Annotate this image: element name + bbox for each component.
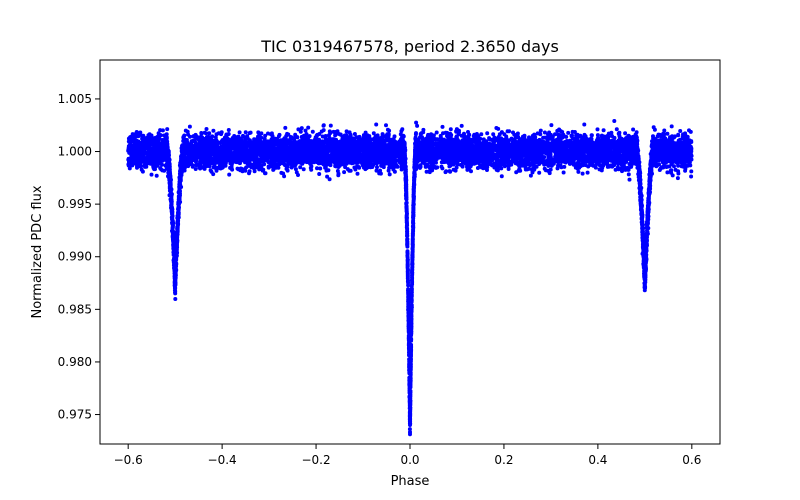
y-tick-label: 0.990 <box>58 250 92 264</box>
y-tick-label: 1.005 <box>58 92 92 106</box>
y-axis: 0.975 0.980 0.985 0.990 0.995 1.000 1.005 <box>58 92 100 422</box>
x-axis-label: Phase <box>391 474 430 489</box>
x-tick-label: −0.2 <box>301 453 330 467</box>
y-tick-label: 0.975 <box>58 408 92 422</box>
x-tick-label: 0.2 <box>494 453 513 467</box>
y-tick-label: 0.980 <box>58 355 92 369</box>
y-tick-label: 1.000 <box>58 145 92 159</box>
chart-title: TIC 0319467578, period 2.3650 days <box>260 37 559 56</box>
x-tick-label: 0.4 <box>588 453 607 467</box>
y-axis-label: Normalized PDC flux <box>30 185 45 318</box>
x-tick-label: −0.4 <box>208 453 237 467</box>
y-tick-label: 0.995 <box>58 197 92 211</box>
x-axis: −0.6 −0.4 −0.2 0.0 0.2 0.4 0.6 <box>114 444 701 467</box>
x-tick-label: 0.0 <box>400 453 419 467</box>
y-tick-label: 0.985 <box>58 302 92 316</box>
data-points <box>126 119 694 437</box>
scatter-points <box>126 119 694 437</box>
x-tick-label: −0.6 <box>114 453 143 467</box>
x-tick-label: 0.6 <box>682 453 701 467</box>
